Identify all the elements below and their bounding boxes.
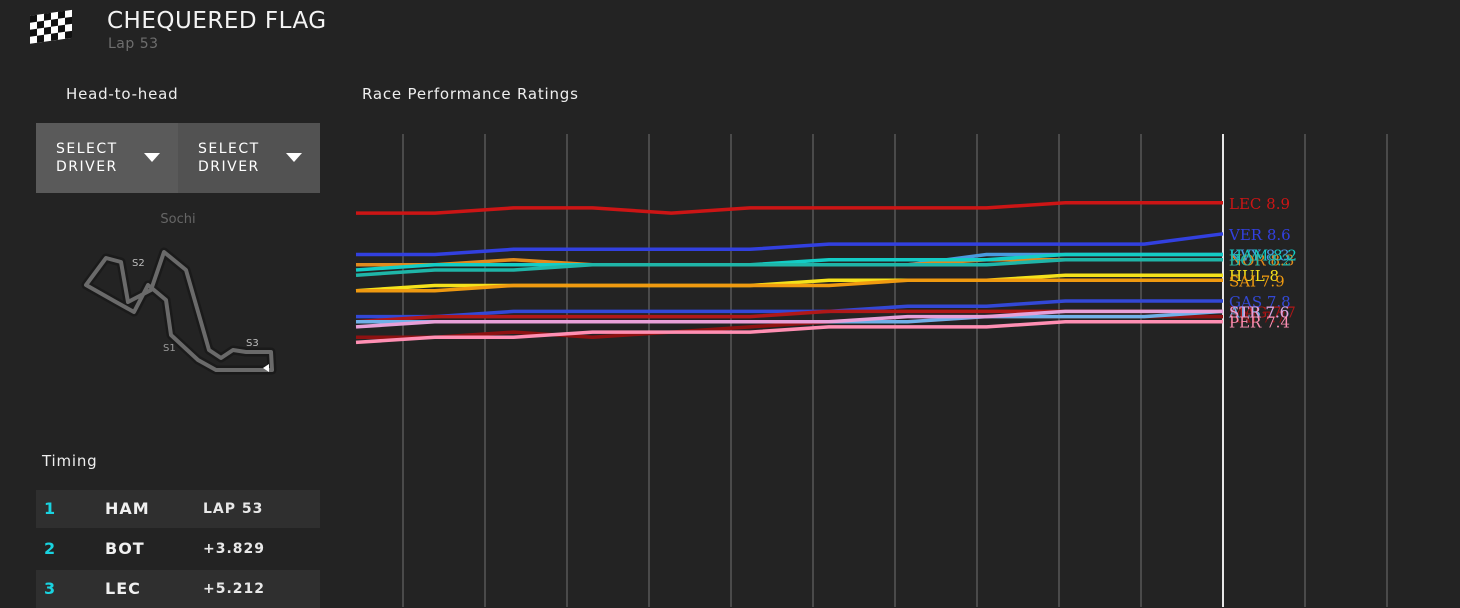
series-label-lec: LEC 8.9 — [1229, 195, 1290, 213]
driver-code: HAM — [105, 499, 150, 518]
driver-code: LEC — [105, 579, 141, 598]
series-line-rai[interactable] — [356, 314, 1223, 339]
series-line-lec[interactable] — [356, 201, 1223, 215]
series-label-per: PER 7.4 — [1229, 314, 1290, 332]
series-label-kvy: KVY 8.3 — [1229, 246, 1290, 264]
sector-label-s3: S3 — [246, 338, 259, 349]
series-line-per[interactable] — [355, 319, 1223, 345]
chevron-down-icon — [286, 153, 302, 162]
position: 1 — [44, 499, 56, 518]
page-title: CHEQUERED FLAG — [107, 8, 327, 34]
series-label-mag: MAG 7.7 — [1229, 303, 1296, 321]
series-line-gas[interactable] — [356, 299, 1223, 319]
select-driver-1-dropdown[interactable]: SELECT DRIVER — [36, 123, 178, 193]
series-label-bot: BOT 8.2 — [1229, 252, 1291, 270]
series-line-sai[interactable] — [356, 278, 1223, 293]
sector-label-s2: S2 — [132, 258, 145, 269]
series-label-hul: HUL 8 — [1229, 267, 1279, 285]
series-label-str: STR 7.6 — [1229, 303, 1289, 321]
timing-title: Timing — [42, 452, 98, 470]
series-label-ver: VER 8.6 — [1228, 226, 1291, 244]
series-label-gas: GAS 7.8 — [1229, 293, 1291, 311]
series-line-str[interactable] — [355, 309, 1223, 329]
timing-row[interactable]: 2 BOT +3.829 — [36, 530, 320, 568]
gap-value: LAP 53 — [203, 501, 264, 517]
gap-value: +5.212 — [203, 581, 266, 597]
series-label-rai: RAI 7.7 — [1229, 309, 1286, 327]
series-label-sai: SAI 7.9 — [1229, 272, 1285, 290]
timing-row[interactable]: 1 HAM LAP 53 — [36, 490, 320, 528]
track-map-icon: S2 S1 S3 — [81, 247, 277, 375]
timing-row[interactable]: 3 LEC +5.212 — [36, 570, 320, 608]
chequered-flag-icon — [30, 9, 72, 44]
chart-title: Race Performance Ratings — [362, 85, 579, 103]
series-line-bot[interactable] — [355, 257, 1223, 277]
sector-label-s1: S1 — [163, 343, 176, 354]
select-driver-2-dropdown[interactable]: SELECT DRIVER — [178, 123, 320, 193]
series-line-ver[interactable] — [356, 232, 1224, 257]
position: 2 — [44, 539, 56, 558]
head-to-head-title: Head-to-head — [66, 85, 179, 103]
series-line-ham[interactable] — [355, 252, 1223, 272]
series-label-nor: NOR 8.3 — [1229, 252, 1294, 270]
app-header: CHEQUERED FLAG Lap 53 — [0, 0, 1460, 60]
series-label-ham: HAM 8.2 — [1229, 246, 1297, 264]
chevron-down-icon — [144, 153, 160, 162]
track-name: Sochi — [160, 212, 196, 227]
select-driver-1-label: SELECT DRIVER — [56, 141, 118, 175]
gap-value: +3.829 — [203, 541, 266, 557]
series-label-alb: ALB 7.6 — [1228, 303, 1289, 321]
select-driver-2-label: SELECT DRIVER — [198, 141, 260, 175]
driver-code: BOT — [105, 539, 145, 558]
lap-subtitle: Lap 53 — [108, 36, 159, 52]
position: 3 — [44, 579, 56, 598]
